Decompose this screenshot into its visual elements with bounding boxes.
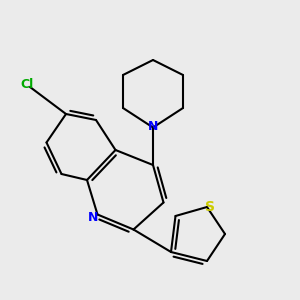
Text: Cl: Cl xyxy=(20,77,34,91)
Text: N: N xyxy=(88,211,98,224)
Text: S: S xyxy=(205,200,215,214)
Text: N: N xyxy=(148,119,158,133)
